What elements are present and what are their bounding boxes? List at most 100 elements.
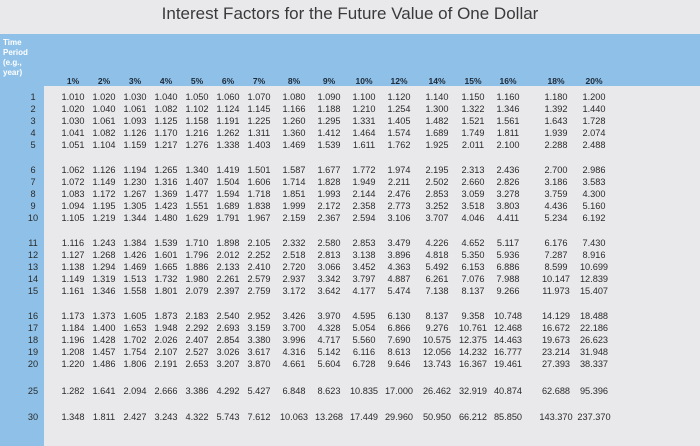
table-cell: 2.666 <box>154 386 178 396</box>
table-cell: 7.287 <box>544 250 568 260</box>
table-cell: 1.403 <box>247 140 271 150</box>
table-cell: 3.479 <box>387 238 411 248</box>
rate-header-6pct: 6% <box>221 76 235 86</box>
table-cell: 3.138 <box>352 250 376 260</box>
table-cell: 8.623 <box>317 386 341 396</box>
table-cell: 3.426 <box>282 311 306 321</box>
table-cell: 1.172 <box>92 189 116 199</box>
table-cell: 1.159 <box>123 140 147 150</box>
period-label: 1 <box>30 92 36 102</box>
table-cell: 1.050 <box>185 92 209 102</box>
period-column-header: Time Period (e.g., year) <box>3 38 43 78</box>
table-cell: 1.677 <box>317 165 341 175</box>
table-cell: 1.886 <box>185 262 209 272</box>
table-cell: 12.056 <box>422 347 452 357</box>
table-cell: 19.461 <box>493 359 523 369</box>
table-cell: 6.130 <box>387 311 411 321</box>
table-cell: 2.191 <box>154 359 178 369</box>
table-cell: 1.641 <box>92 386 116 396</box>
period-label: 14 <box>27 274 39 284</box>
table-cell: 5.350 <box>461 250 485 260</box>
table-cell: 3.970 <box>317 311 341 321</box>
table-cell: 1.210 <box>352 104 376 114</box>
table-cell: 1.400 <box>92 323 116 333</box>
table-cell: 11.973 <box>542 286 570 296</box>
table-cell: 2.986 <box>582 165 606 175</box>
table-cell: 1.338 <box>216 140 240 150</box>
table-cell: 1.426 <box>123 250 147 260</box>
table-cell: 237.370 <box>577 412 611 422</box>
table-cell: 5.474 <box>387 286 411 296</box>
table-cell: 1.161 <box>61 286 85 296</box>
period-header-line: Time <box>3 38 22 47</box>
table-cell: 2.527 <box>185 347 209 357</box>
table-cell: 26.462 <box>422 386 452 396</box>
table-cell: 1.419 <box>216 165 240 175</box>
table-cell: 2.288 <box>544 140 568 150</box>
table-cell: 6.261 <box>425 274 449 284</box>
table-cell: 1.188 <box>317 104 341 114</box>
table-cell: 1.974 <box>387 165 411 175</box>
table-cell: 1.140 <box>425 92 449 102</box>
period-label: 6 <box>30 165 36 175</box>
table-cell: 7.430 <box>582 238 606 248</box>
period-label: 15 <box>27 286 39 296</box>
table-cell: 1.561 <box>496 116 520 126</box>
table-cell: 3.797 <box>352 274 376 284</box>
period-label: 17 <box>27 323 39 333</box>
table-cell: 3.642 <box>317 286 341 296</box>
table-cell: 1.477 <box>185 189 209 199</box>
table-cell: 14.232 <box>458 347 488 357</box>
period-label: 8 <box>30 189 36 199</box>
table-cell: 1.732 <box>154 274 178 284</box>
table-cell: 1.062 <box>61 165 85 175</box>
table-cell: 1.319 <box>92 274 116 284</box>
table-cell: 1.051 <box>61 140 85 150</box>
table-cell: 2.853 <box>425 189 449 199</box>
table-cell: 17.449 <box>349 412 379 422</box>
table-cell: 8.599 <box>544 262 568 272</box>
rate-header-10pct: 10% <box>355 76 373 86</box>
table-cell: 2.700 <box>544 165 568 175</box>
table-cell: 12.839 <box>579 274 609 284</box>
table-cell: 2.159 <box>282 213 306 223</box>
table-cell: 3.452 <box>352 262 376 272</box>
table-cell: 2.183 <box>185 311 209 321</box>
table-cell: 10.063 <box>279 412 309 422</box>
period-label: 25 <box>27 386 39 396</box>
table-cell: 23.214 <box>541 347 571 357</box>
table-cell: 1.838 <box>247 201 271 211</box>
period-label: 12 <box>27 250 39 260</box>
table-cell: 1.791 <box>216 213 240 223</box>
table-cell: 1.480 <box>154 213 178 223</box>
table-cell: 4.411 <box>496 213 520 223</box>
table-cell: 5.492 <box>425 262 449 272</box>
table-cell: 2.773 <box>387 201 411 211</box>
table-cell: 1.601 <box>154 250 178 260</box>
table-cell: 1.160 <box>496 92 520 102</box>
table-cell: 16.367 <box>458 359 488 369</box>
rate-header-16pct: 16% <box>499 76 517 86</box>
table-cell: 3.759 <box>544 189 568 199</box>
table-cell: 3.803 <box>496 201 520 211</box>
table-cell: 2.502 <box>425 177 449 187</box>
table-cell: 1.020 <box>61 104 85 114</box>
period-label: 20 <box>27 359 39 369</box>
table-cell: 62.688 <box>541 386 571 396</box>
period-label: 5 <box>30 140 36 150</box>
table-cell: 3.159 <box>247 323 271 333</box>
table-cell: 1.898 <box>216 238 240 248</box>
table-cell: 1.504 <box>216 177 240 187</box>
table-cell: 1.184 <box>61 323 85 333</box>
table-cell: 1.714 <box>282 177 306 187</box>
table-cell: 5.142 <box>317 347 341 357</box>
table-cell: 4.595 <box>352 311 376 321</box>
table-cell: 3.617 <box>247 347 271 357</box>
table-cell: 1.594 <box>216 189 240 199</box>
table-cell: 1.384 <box>123 238 147 248</box>
table-cell: 14.129 <box>541 311 571 321</box>
table-cell: 8.916 <box>582 250 606 260</box>
table-cell: 1.300 <box>425 104 449 114</box>
table-cell: 1.173 <box>61 311 85 321</box>
table-cell: 6.116 <box>352 347 376 357</box>
